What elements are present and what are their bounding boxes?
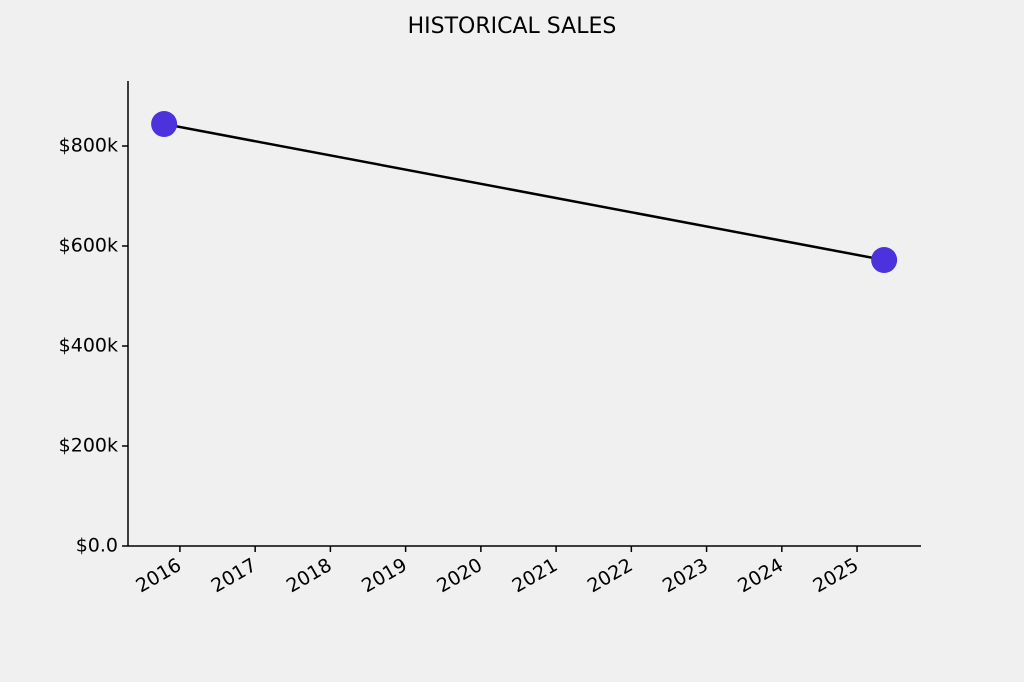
marker (871, 247, 898, 273)
line (163, 122, 885, 262)
y-tick-label: $600k (59, 235, 118, 257)
chart-title: HISTORICAL SALES (408, 14, 617, 39)
y-tick-label: $200k (59, 435, 118, 457)
y-tick-label: $400k (59, 335, 118, 357)
marker (151, 111, 178, 137)
y-tick-label: $800k (59, 135, 118, 157)
y-tick-label: $0.0 (76, 535, 118, 557)
